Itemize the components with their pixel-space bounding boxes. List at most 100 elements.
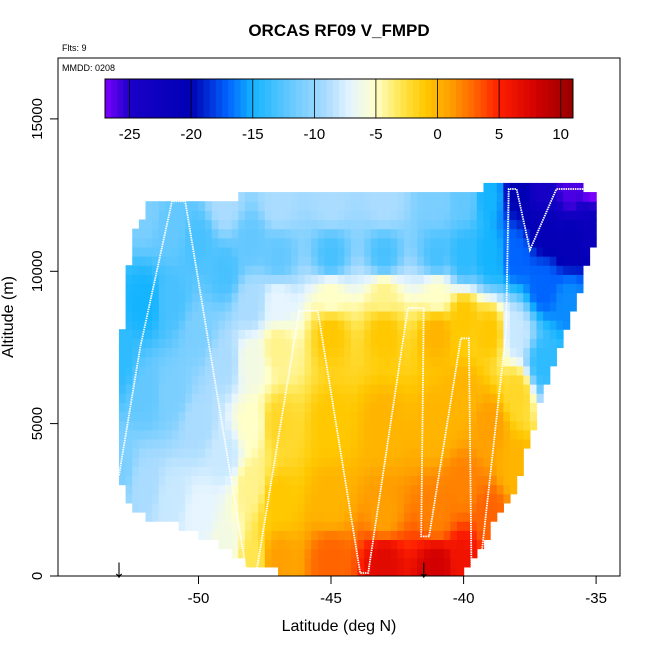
heatmap-cell: [370, 438, 379, 449]
heatmap-cell: [244, 365, 253, 376]
heatmap-cell: [331, 329, 339, 339]
heatmap-cell: [516, 347, 524, 358]
heatmap-cell: [397, 557, 405, 568]
heatmap-cell: [496, 292, 504, 303]
heatmap-cell: [483, 411, 491, 422]
heatmap-cell: [397, 237, 405, 248]
heatmap-cell: [264, 402, 272, 413]
heatmap-cell: [317, 210, 326, 221]
heatmap-cell: [138, 374, 147, 385]
heatmap-cell: [132, 347, 140, 358]
heatmap-cell: [271, 448, 279, 458]
heatmap-cell: [470, 338, 478, 349]
colorbar-segment: [499, 79, 506, 118]
heatmap-cell: [549, 274, 557, 285]
heatmap-cell: [171, 374, 180, 385]
heatmap-cell: [430, 539, 438, 550]
heatmap-cell: [516, 411, 524, 422]
heatmap-cell: [417, 365, 425, 376]
heatmap-cell: [503, 329, 511, 339]
heatmap-cell: [357, 274, 365, 285]
heatmap-cell: [430, 420, 438, 431]
heatmap-cell: [543, 201, 551, 211]
heatmap-cell: [496, 475, 504, 486]
heatmap-cell: [218, 265, 226, 275]
heatmap-cell: [456, 539, 465, 550]
heatmap-cell: [364, 246, 372, 257]
heatmap-cell: [476, 512, 485, 522]
heatmap-cell: [132, 411, 140, 422]
heatmap-cell: [178, 502, 186, 513]
heatmap-cell: [384, 192, 392, 202]
heatmap-cell: [178, 237, 186, 248]
heatmap-cell: [185, 420, 193, 431]
heatmap-cell: [205, 237, 213, 248]
heatmap-cell: [344, 274, 352, 285]
heatmap-cell: [443, 429, 451, 440]
heatmap-cell: [456, 384, 465, 394]
heatmap-cell: [364, 521, 372, 531]
heatmap-cell: [264, 274, 272, 285]
heatmap-cell: [311, 502, 319, 513]
heatmap-cell: [244, 402, 253, 413]
heatmap-cell: [456, 374, 465, 385]
heatmap-cell: [397, 475, 405, 486]
heatmap-cell: [377, 265, 385, 275]
heatmap-cell: [483, 201, 491, 211]
heatmap-cell: [390, 210, 398, 221]
heatmap-cell: [490, 310, 498, 321]
heatmap-cell: [397, 320, 405, 330]
heatmap-cell: [205, 256, 213, 266]
heatmap-cell: [304, 420, 312, 431]
heatmap-cell: [423, 420, 432, 431]
heatmap-cell: [337, 219, 345, 230]
heatmap-cell: [337, 365, 345, 376]
heatmap-cell: [437, 521, 445, 531]
heatmap-cell: [357, 219, 365, 230]
colorbar-tick-label: 0: [433, 126, 441, 143]
heatmap-cell: [178, 493, 186, 504]
heatmap-cell: [496, 493, 504, 504]
heatmap-cell: [357, 329, 365, 339]
heatmap-cell: [278, 566, 286, 576]
heatmap-cell: [331, 283, 339, 294]
heatmap-cell: [251, 475, 259, 486]
heatmap-cell: [158, 320, 166, 330]
heatmap-cell: [390, 347, 398, 358]
heatmap-cell: [125, 338, 133, 349]
heatmap-cell: [178, 292, 186, 303]
heatmap-cell: [158, 438, 166, 449]
heatmap-cell: [357, 502, 365, 513]
heatmap-cell: [185, 438, 193, 449]
heatmap-cell: [437, 466, 445, 477]
heatmap-cell: [271, 292, 279, 303]
heatmap-cell: [311, 566, 319, 576]
heatmap-cell: [390, 301, 398, 312]
heatmap-cell: [225, 521, 233, 531]
heatmap-cell: [158, 411, 166, 422]
heatmap-cell: [476, 329, 485, 339]
heatmap-cell: [165, 320, 173, 330]
heatmap-cell: [198, 329, 206, 339]
heatmap-cell: [324, 301, 332, 312]
heatmap-cell: [304, 338, 312, 349]
heatmap-cell: [470, 356, 478, 367]
heatmap-cell: [284, 329, 292, 339]
heatmap-cell: [278, 530, 286, 541]
heatmap-cell: [503, 493, 511, 504]
heatmap-cell: [152, 292, 160, 303]
heatmap-cell: [251, 539, 259, 550]
heatmap-cell: [556, 292, 564, 303]
heatmap-cell: [317, 219, 326, 230]
heatmap-cell: [337, 374, 345, 385]
heatmap-cell: [364, 420, 372, 431]
heatmap-cell: [377, 192, 385, 202]
heatmap-cell: [529, 219, 538, 230]
heatmap-cell: [377, 429, 385, 440]
heatmap-cell: [178, 274, 186, 285]
heatmap-cell: [344, 530, 352, 541]
heatmap-cell: [165, 347, 173, 358]
heatmap-cell: [384, 347, 392, 358]
heatmap-cell: [264, 475, 272, 486]
heatmap-cell: [284, 548, 292, 559]
